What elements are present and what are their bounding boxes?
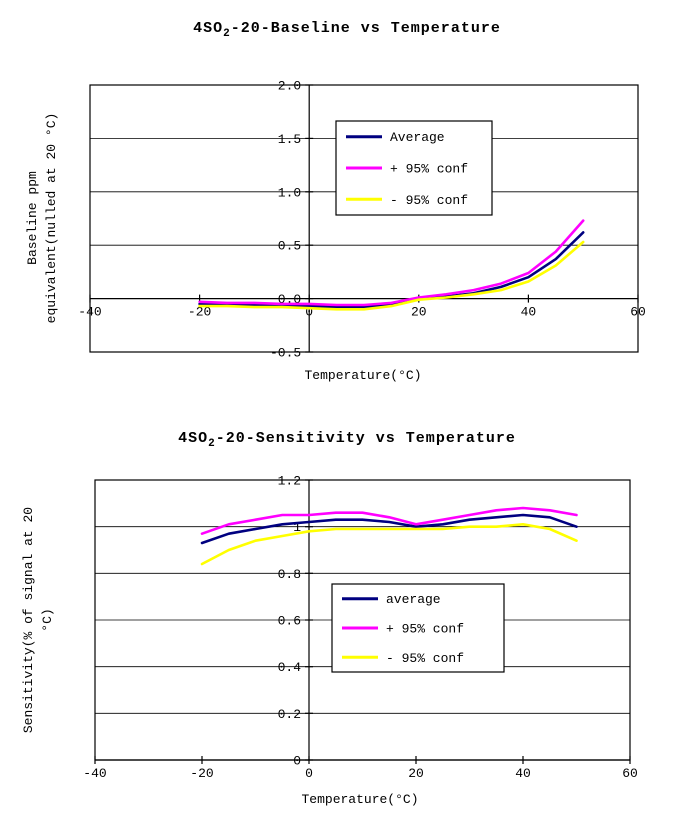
chart2-y-axis-title: Sensitivity(% of signal at 20 °C) — [19, 507, 57, 733]
x-tick-label: 60 — [630, 305, 646, 320]
y-tick-label: 0.2 — [278, 707, 301, 722]
series-line--95-conf — [200, 522, 578, 566]
y-tick-label: -0.5 — [270, 346, 301, 361]
y-tick-label: 0.6 — [278, 614, 301, 629]
series-line--95-conf — [200, 506, 578, 536]
chart2-y-axis-title-line2: °C) — [40, 608, 55, 632]
legend-label: Average — [390, 130, 445, 145]
legend-label: + 95% conf — [386, 622, 464, 637]
y-tick-label: 1.5 — [278, 132, 301, 147]
series-line--95-conf — [198, 219, 585, 307]
chart1-y-axis-title: Baseline ppm equivalent(nulled at 20 °C) — [23, 113, 61, 324]
y-tick-label: 0.4 — [278, 660, 302, 675]
chart1-title-subscript: 2 — [223, 28, 231, 40]
legend-label: average — [386, 592, 441, 607]
x-tick-label: -20 — [190, 766, 213, 781]
y-tick-label: 2.0 — [278, 79, 301, 94]
y-tick-label: 1 — [293, 520, 301, 535]
x-tick-label: -40 — [78, 305, 101, 320]
x-tick-label: 20 — [408, 766, 424, 781]
x-tick-label: 20 — [411, 305, 427, 320]
chart2-title-text: 4SO — [178, 430, 209, 447]
chart1-x-axis-title: Temperature(°C) — [304, 368, 422, 383]
chart1-y-axis-title-line1: Baseline ppm — [25, 171, 40, 265]
x-tick-label: 40 — [521, 305, 537, 320]
legend-label: + 95% conf — [390, 162, 468, 177]
legend-label: - 95% conf — [386, 651, 464, 666]
chart1-title-rest: -20-Baseline vs Temperature — [230, 20, 501, 37]
legend-label: - 95% conf — [390, 193, 468, 208]
y-tick-label: 0.5 — [278, 239, 301, 254]
series-line-average — [200, 513, 578, 545]
x-tick-label: -20 — [188, 305, 211, 320]
y-tick-label: 1.0 — [278, 185, 301, 200]
chart2-y-axis-title-line1: Sensitivity(% of signal at 20 — [21, 506, 36, 734]
x-tick-label: -40 — [83, 766, 106, 781]
series-line--95-conf — [198, 240, 585, 311]
y-tick-label: 0 — [293, 754, 301, 769]
chart2-title-subscript: 2 — [208, 438, 216, 450]
chart2-title: 4SO2-20-Sensitivity vs Temperature — [0, 430, 694, 450]
y-tick-label: 0.8 — [278, 567, 301, 582]
series-line-average — [198, 231, 585, 309]
x-tick-label: 40 — [515, 766, 531, 781]
y-tick-label: 1.2 — [278, 474, 301, 489]
chart2-title-rest: -20-Sensitivity vs Temperature — [215, 430, 516, 447]
x-tick-label: 60 — [622, 766, 638, 781]
chart1-title-text: 4SO — [193, 20, 224, 37]
chart2-x-axis-title: Temperature(°C) — [301, 792, 419, 807]
chart1-y-axis-title-line2: equivalent(nulled at 20 °C) — [44, 112, 59, 324]
plot-border — [89, 84, 639, 353]
x-tick-label: 0 — [305, 305, 313, 320]
chart1-title: 4SO2-20-Baseline vs Temperature — [0, 20, 694, 40]
x-tick-label: 0 — [305, 766, 313, 781]
